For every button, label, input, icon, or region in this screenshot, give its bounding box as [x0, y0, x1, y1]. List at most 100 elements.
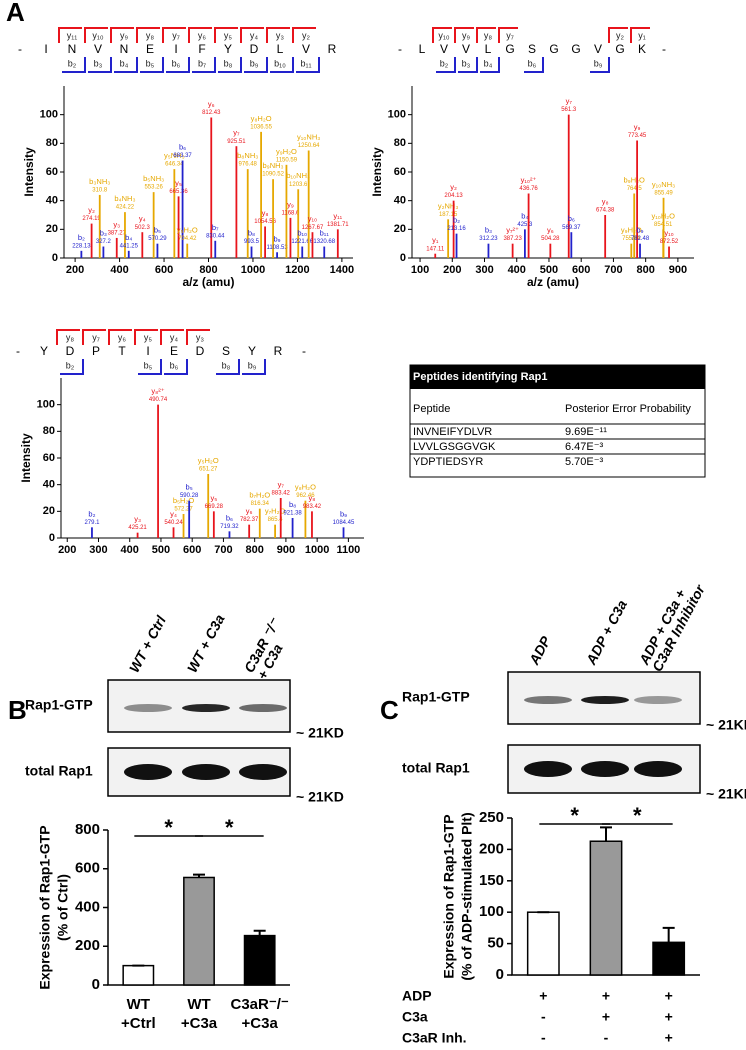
peak-ion-label: b₉NH₃ — [263, 161, 284, 170]
treatment-label: C3a — [402, 1009, 428, 1025]
blot-row-label: Rap1-GTP — [25, 697, 93, 713]
sequence-letter: - — [662, 42, 666, 56]
sequence-letter: N — [68, 42, 77, 56]
peak-mz-label: 441.25 — [120, 243, 139, 249]
peak-mz-label: 570.29 — [148, 236, 167, 242]
sequence-letter: K — [638, 42, 646, 56]
b-ion-label: b₂ — [440, 58, 449, 68]
y-ion-bracket — [186, 329, 210, 345]
x-tick-label: 200 — [443, 264, 461, 276]
peak-mz-label: 665.36 — [169, 189, 188, 195]
sequence-letter: E — [146, 42, 154, 56]
table-cell: 6.47E⁻³ — [565, 441, 604, 453]
peak-ion-label: y₇H₂O — [265, 507, 286, 516]
bar — [122, 964, 155, 986]
peak-mz-label: 1381.71 — [327, 222, 349, 228]
y-ion-label: y₆ — [198, 30, 207, 40]
sequence-letter: L — [277, 42, 284, 56]
sequence-letter: I — [174, 42, 177, 56]
b-ion-bracket — [524, 57, 544, 73]
peak-ion-label: y₁₀ — [664, 229, 673, 238]
y-tick-label: 50 — [487, 935, 504, 952]
peak-ion-label: y₃ — [134, 515, 141, 524]
peak-mz-label: 387.27 — [108, 231, 127, 237]
x-tick-label: 900 — [277, 544, 295, 556]
treatment-mark: + — [602, 988, 610, 1004]
y-ion-bracket — [432, 27, 452, 43]
peak-ion-label: b₃NH₃ — [89, 177, 110, 186]
y-ion-bracket — [240, 27, 264, 43]
bar — [589, 840, 623, 976]
b-ion-label: b₆ — [170, 360, 179, 370]
error-bar — [600, 826, 612, 842]
peak-mz-label: 651.27 — [199, 467, 218, 473]
peak-ion-label: b₅NH₃ — [143, 174, 164, 183]
peak-ion-label: y₁₀ — [308, 214, 317, 223]
sequence-letter: Y — [224, 42, 232, 56]
peak-ion-label: y₇²⁺ — [506, 226, 519, 235]
peak-mz-label: 782.48 — [631, 236, 650, 242]
y-ion-label: y₃ — [196, 332, 205, 342]
peak-ion-label: b₅ — [186, 483, 193, 492]
peak-mz-label: 669.28 — [205, 504, 224, 510]
peak-ion-label: y₆ — [547, 226, 554, 235]
y-ion-label: y₁₀ — [438, 30, 450, 40]
peak-ion-label: b₇ — [212, 223, 219, 232]
blot-band — [182, 704, 230, 712]
b-ion-bracket — [60, 359, 84, 375]
panel-label: C — [380, 695, 399, 725]
peak-mz-label: 719.32 — [220, 524, 239, 530]
y-tick-label: 600 — [75, 860, 100, 877]
peak-ion-label: y₆ — [208, 100, 215, 109]
peak-mz-label: 976.48 — [239, 162, 258, 168]
x-tick-label: 900 — [669, 264, 687, 276]
y-tick-label: 0 — [496, 966, 504, 983]
peak-ion-label: b₆ — [568, 214, 575, 223]
peak-mz-label: 816.34 — [251, 501, 270, 507]
b-ion-label: b₅ — [144, 360, 153, 370]
sequence-letter: F — [198, 42, 205, 56]
sequence-letter: V — [594, 42, 602, 56]
blot-row-label: Rap1-GTP — [402, 689, 470, 705]
error-bar — [253, 929, 266, 936]
peak-ion-label: b₉H₂O — [624, 175, 645, 184]
y-ion-label: y₈ — [66, 332, 75, 342]
b-ion-label: b₉ — [594, 58, 603, 68]
peak-mz-label: 773.45 — [628, 133, 647, 139]
y-ion-label: y₉ — [462, 30, 471, 40]
y-tick-label: 40 — [43, 479, 55, 491]
peak-mz-label: 1054.56 — [254, 219, 276, 225]
peak-mz-label: 436.76 — [519, 186, 538, 192]
b-ion-label: b₉ — [248, 360, 257, 370]
peak-ion-label: b₃ — [100, 229, 107, 238]
y-ion-bracket — [84, 27, 108, 43]
b-ion-bracket — [480, 57, 500, 73]
sample-label: ADP — [525, 633, 554, 668]
peak-mz-label: 425.21 — [128, 525, 147, 531]
peak-mz-label: 187.15 — [439, 212, 458, 218]
peak-mz-label: 1168.6 — [281, 210, 300, 216]
y-ion-label: y₈ — [146, 30, 155, 40]
sample-label: WT + C3a — [184, 611, 228, 675]
peak-mz-label: 213.16 — [447, 226, 466, 232]
x-tick-label: 600 — [572, 264, 590, 276]
blot-row-label: total Rap1 — [25, 763, 93, 779]
table-cell: YDPTIEDSYR — [413, 456, 483, 468]
peak-mz-label: 1036.55 — [250, 124, 272, 130]
treatment-mark: + — [539, 988, 547, 1004]
y-ion-label: y₁ — [638, 30, 646, 40]
significance-star: * — [570, 803, 579, 828]
peak-ion-label: y₈ — [262, 208, 269, 217]
peak-ion-label: b₅H₂O — [173, 496, 195, 505]
peak-mz-label: 1221.66 — [291, 239, 313, 245]
b-ion-bracket — [192, 57, 216, 73]
x-tick-label: 1200 — [285, 264, 309, 276]
blot-band — [524, 761, 572, 777]
b-ion-label: b₅ — [146, 58, 155, 68]
x-tick-label: WT — [127, 996, 150, 1013]
peak-ion-label: y₈H₂O — [251, 114, 272, 123]
table-header: Posterior Error Probability — [565, 403, 691, 415]
treatment-label: ADP — [402, 988, 432, 1004]
peak-ion-label: y₅NH₃ — [164, 151, 185, 160]
sequence-letter: G — [549, 42, 558, 56]
